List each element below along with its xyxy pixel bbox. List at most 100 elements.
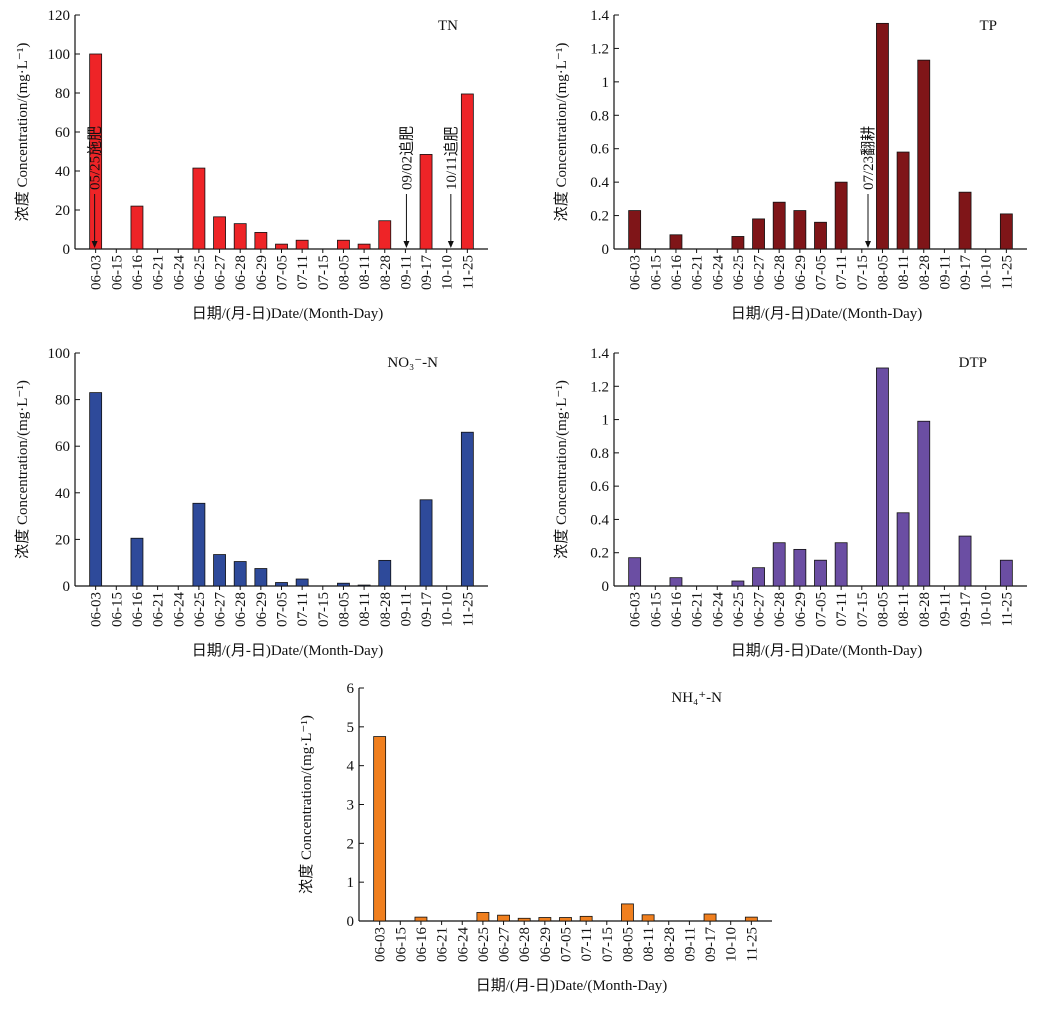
- x-tick-label: 07-11: [295, 255, 311, 289]
- x-tick-label: 06-24: [171, 592, 187, 627]
- x-tick-label: 06-21: [151, 255, 167, 290]
- x-tick-label: 06-25: [731, 255, 747, 290]
- y-tick-label: 100: [48, 47, 71, 63]
- y-tick-label: 1.2: [590, 379, 609, 395]
- x-tick-label: 10-10: [979, 255, 995, 290]
- x-tick-label: 06-25: [192, 592, 208, 627]
- x-tick-label: 07-11: [295, 592, 311, 626]
- x-axis-label: 日期/(月-日)Date/(Month-Day): [731, 305, 923, 322]
- x-axis-label: 日期/(月-日)Date/(Month-Day): [192, 305, 384, 322]
- bar-07-05: [814, 221, 827, 250]
- bar-08-28: [917, 420, 931, 587]
- bar-09-17: [958, 191, 972, 250]
- bar-07-11: [295, 239, 309, 250]
- x-axis-label: 日期/(月-日)Date/(Month-Day): [731, 642, 923, 659]
- bar-06-03: [89, 53, 103, 250]
- y-tick-label: 1.4: [590, 8, 609, 24]
- annotation-label: 07/23翻耕: [859, 126, 877, 190]
- chart-panel-4: 0 0.2 0.4 0.6 0.8 1 1.2 1.4 06-03 06-15 06-16 06-21…: [553, 346, 1027, 659]
- x-tick-label: 06-15: [109, 592, 125, 627]
- y-tick-label: 60: [55, 125, 70, 141]
- bar-07-05: [275, 243, 288, 250]
- bar-06-29: [538, 917, 552, 922]
- x-tick-label: 06-16: [669, 255, 685, 290]
- y-tick-label: 0.2: [590, 209, 609, 225]
- x-tick-label: 09-17: [703, 927, 719, 962]
- x-tick-label: 09-17: [958, 592, 974, 627]
- bar-07-05: [275, 582, 288, 587]
- y-axis-label: 浓度 Concentration/(mg·L⁻¹): [298, 715, 315, 894]
- x-tick-label: 09-17: [419, 592, 435, 627]
- y-tick-label: 40: [55, 164, 70, 180]
- bar-06-28: [772, 201, 786, 250]
- bar-06-16: [669, 234, 683, 250]
- x-tick-label: 09-17: [958, 255, 974, 290]
- y-tick-label: 20: [55, 203, 70, 219]
- bar-06-25: [192, 502, 206, 587]
- x-tick-label: 06-16: [669, 592, 685, 627]
- bar-07-11: [295, 578, 309, 587]
- bar-09-17: [419, 499, 433, 587]
- bar-11-25: [460, 93, 474, 250]
- y-tick-label: 0: [347, 914, 355, 930]
- annotation-arrowhead: [864, 241, 871, 248]
- bar-11-25: [460, 431, 474, 587]
- x-tick-label: 06-27: [752, 592, 768, 627]
- bar-08-05: [337, 582, 350, 587]
- x-tick-label: 06-29: [793, 592, 809, 627]
- y-tick-label: 0.4: [590, 175, 609, 191]
- bar-06-16: [669, 577, 683, 587]
- annotation-label: 05/25施肥: [87, 126, 104, 190]
- y-tick-label: 1: [602, 413, 610, 429]
- x-tick-label: 11-25: [460, 592, 476, 626]
- annotation-arrowhead: [91, 241, 98, 248]
- y-tick-label: 20: [55, 532, 70, 548]
- panel-title: TN: [438, 18, 458, 34]
- x-tick-label: 06-28: [517, 927, 533, 962]
- bar-06-16: [130, 537, 144, 587]
- y-tick-label: 0: [63, 242, 71, 258]
- x-tick-label: 07-15: [600, 927, 616, 962]
- bar-08-11: [896, 151, 910, 250]
- bar-08-11: [896, 512, 910, 587]
- y-tick-label: 2: [347, 836, 355, 852]
- y-tick-label: 1: [602, 75, 610, 91]
- bar-09-17: [958, 535, 972, 587]
- chart-panel-1: 0 20 40 60 80 100 120 06-03 06-15 06-16 06-21 06-24…: [14, 8, 488, 322]
- x-tick-label: 06-29: [793, 255, 809, 290]
- bar-09-17: [703, 913, 717, 922]
- x-tick-label: 08-05: [620, 927, 636, 962]
- x-tick-label: 08-11: [357, 592, 373, 626]
- bar-09-17: [419, 154, 433, 250]
- x-tick-label: 08-11: [896, 592, 912, 626]
- bar-06-29: [254, 568, 268, 587]
- y-tick-label: 0.8: [590, 446, 609, 462]
- bar-06-03: [628, 210, 642, 250]
- x-tick-label: 08-28: [378, 255, 394, 290]
- x-tick-label: 06-21: [151, 592, 167, 627]
- y-tick-label: 0.4: [590, 512, 609, 528]
- x-tick-label: 07-05: [559, 927, 575, 962]
- bar-08-05: [876, 22, 889, 250]
- x-tick-label: 08-28: [378, 592, 394, 627]
- y-axis-label: 浓度 Concentration/(mg·L⁻¹): [14, 380, 31, 559]
- x-axis-label: 日期/(月-日)Date/(Month-Day): [192, 642, 384, 659]
- bar-07-05: [559, 917, 572, 922]
- chart-panel-5: 0 1 2 3 4 5 6 06-03 06-15 06-16 06-21 06-24 06-25 06-…: [298, 681, 772, 994]
- bar-06-27: [752, 567, 765, 587]
- bar-06-28: [772, 542, 786, 587]
- bar-06-25: [731, 236, 745, 250]
- x-tick-label: 06-24: [710, 255, 726, 290]
- bar-06-27: [213, 216, 226, 250]
- y-tick-label: 0: [63, 579, 71, 595]
- bar-06-28: [233, 223, 247, 250]
- x-tick-label: 07-11: [579, 927, 595, 961]
- bar-08-11: [641, 914, 655, 922]
- x-tick-label: 10-10: [724, 927, 740, 962]
- y-axis-label: 浓度 Concentration/(mg·L⁻¹): [553, 380, 570, 559]
- bar-08-28: [378, 559, 392, 587]
- x-tick-label: 06-16: [130, 255, 146, 290]
- bar-06-16: [130, 205, 144, 250]
- x-tick-label: 08-28: [662, 927, 678, 962]
